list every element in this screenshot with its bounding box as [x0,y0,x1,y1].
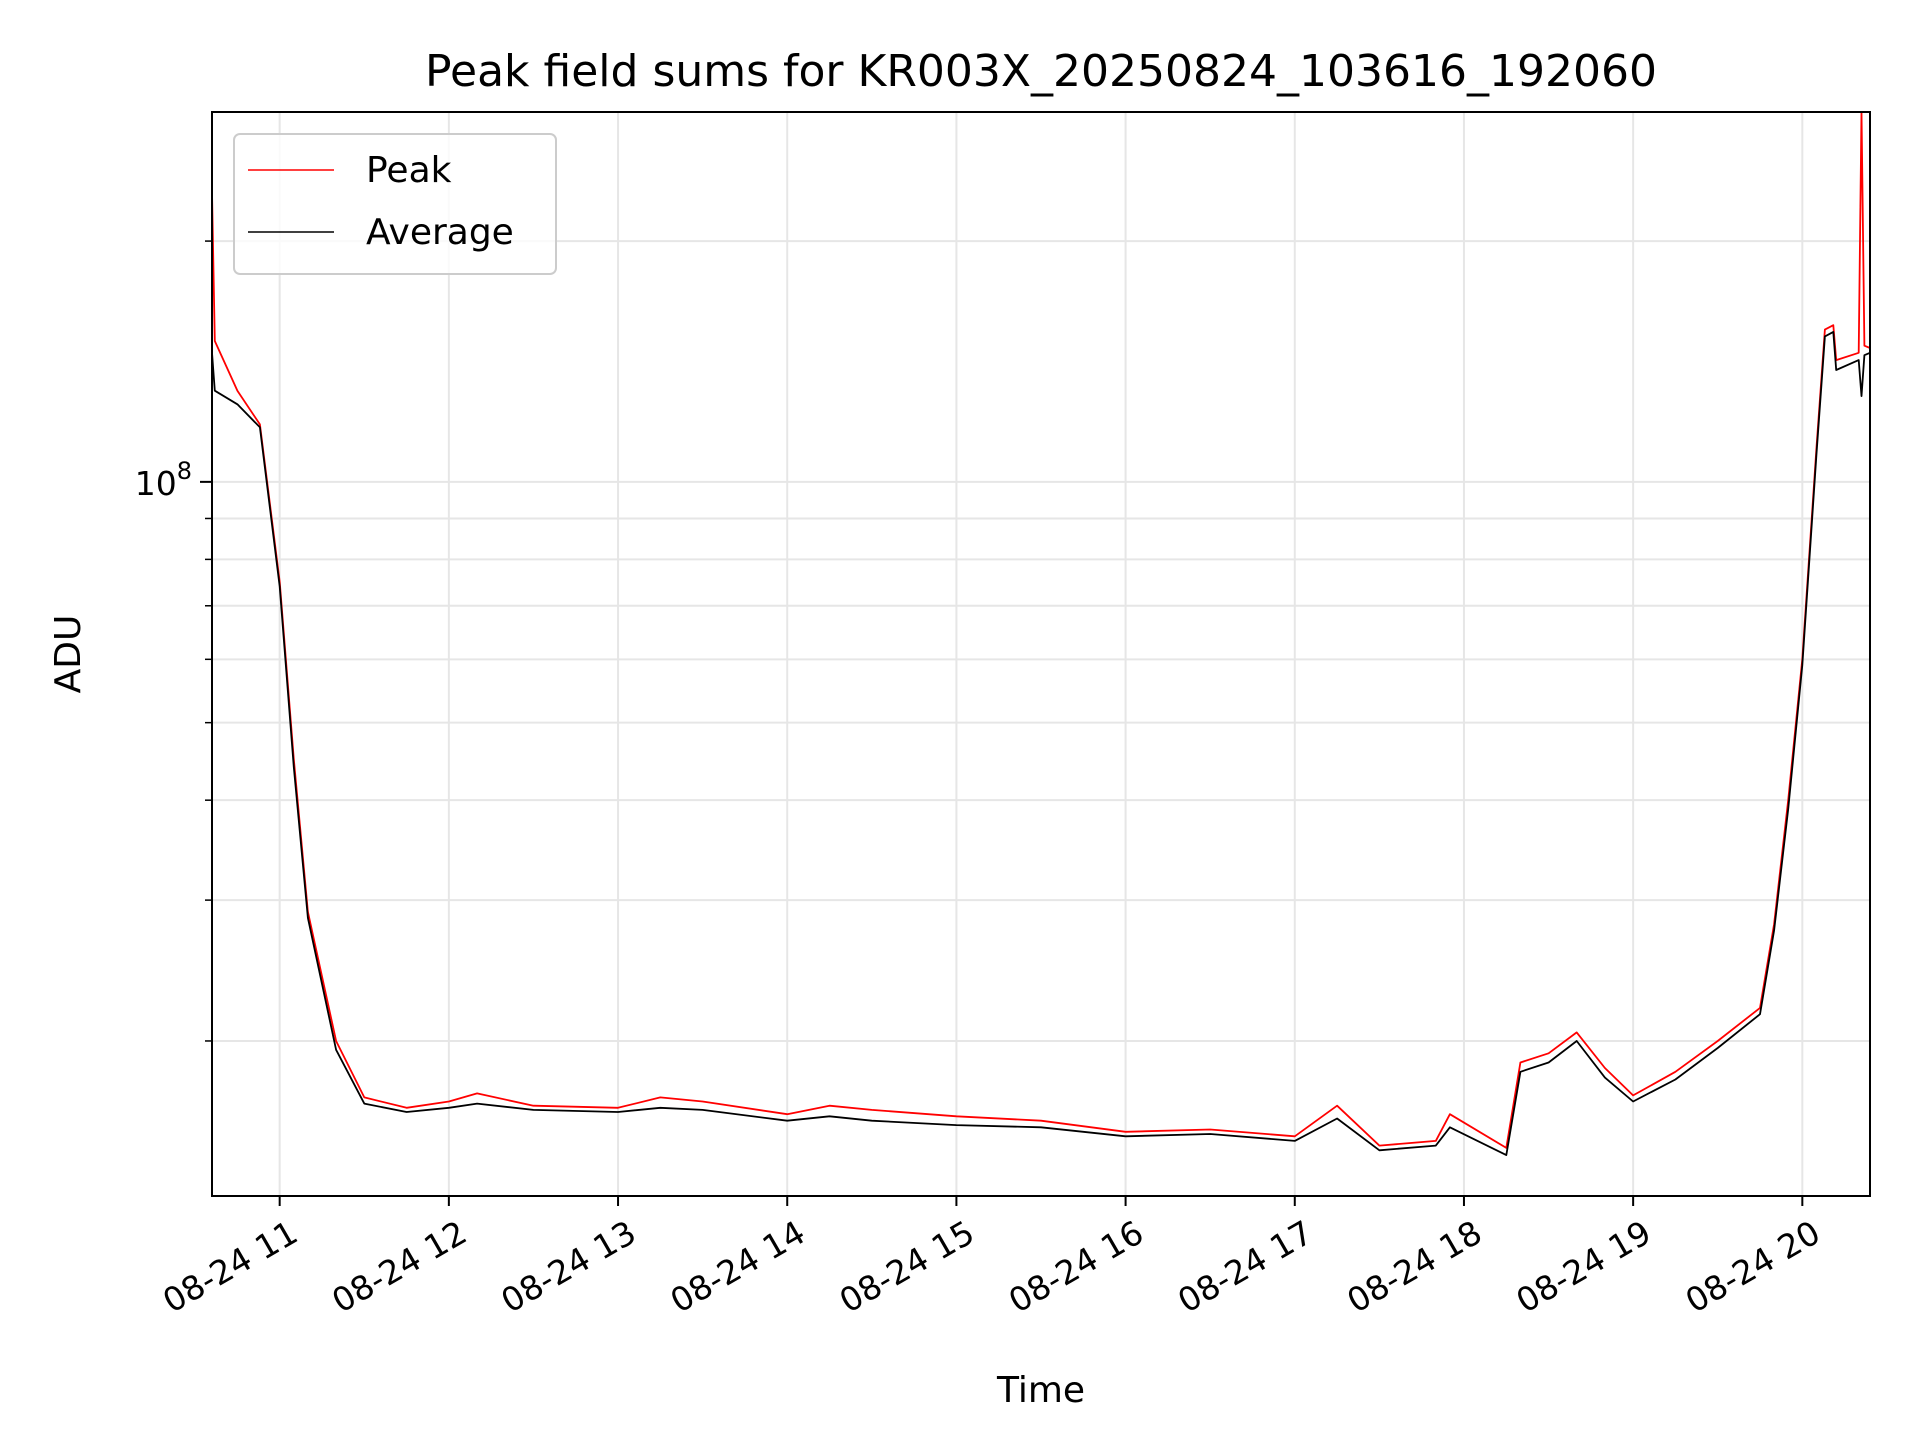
y-axis-label: ADU [48,615,89,694]
series-layer [211,111,1871,1156]
series-line-average [211,331,1871,1156]
x-axis-label: Time [996,1370,1085,1411]
legend-label-average: Average [366,212,514,253]
legend-label-peak: Peak [366,150,452,191]
legend: Peak Average [233,133,557,275]
y-tick-label: 108 [135,457,192,503]
plot-frame [211,111,1871,1197]
chart-title: Peak field sums for KR003X_20250824_1036… [425,46,1657,97]
legend-box [233,133,557,275]
